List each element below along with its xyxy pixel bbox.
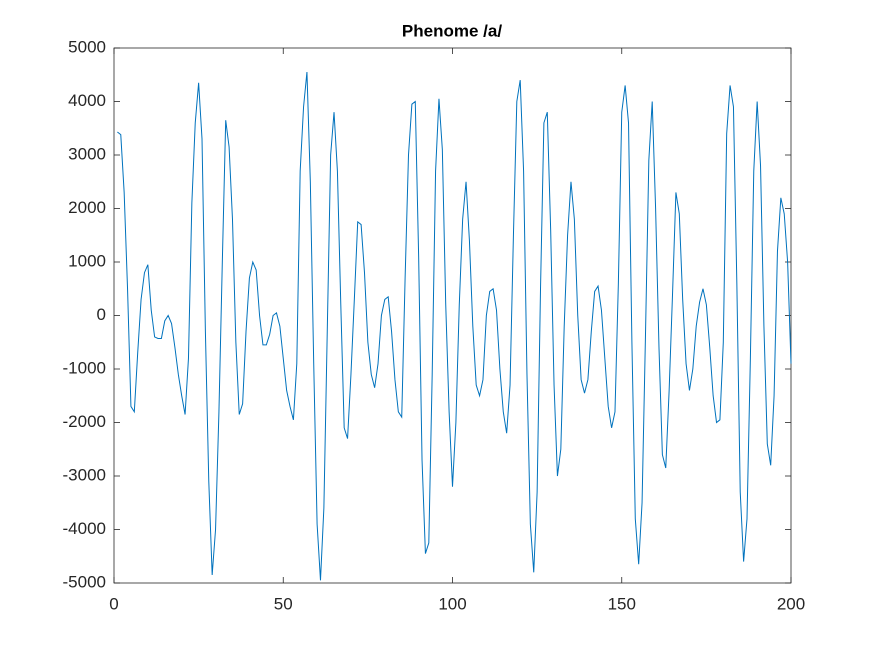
x-tick-label: 0 bbox=[109, 594, 118, 613]
y-tick-label: 2000 bbox=[68, 198, 106, 217]
x-tick-label: 100 bbox=[438, 594, 466, 613]
y-tick-label: -5000 bbox=[63, 572, 106, 591]
y-tick-label: 5000 bbox=[68, 37, 106, 56]
chart-title: Phenome /a/ bbox=[402, 21, 502, 40]
x-tick-label: 150 bbox=[608, 594, 636, 613]
data-line bbox=[117, 72, 792, 581]
y-tick-label: 3000 bbox=[68, 144, 106, 163]
y-tick-label: 0 bbox=[97, 305, 106, 324]
y-tick-label: -2000 bbox=[63, 412, 106, 431]
y-tick-label: -1000 bbox=[63, 358, 106, 377]
x-tick-label: 200 bbox=[777, 594, 805, 613]
y-tick-label: -3000 bbox=[63, 465, 106, 484]
x-tick-label: 50 bbox=[274, 594, 293, 613]
y-tick-label: -4000 bbox=[63, 519, 106, 538]
plot-area bbox=[113, 47, 792, 584]
y-tick-label: 4000 bbox=[68, 91, 106, 110]
y-tick-label: 1000 bbox=[68, 251, 106, 270]
